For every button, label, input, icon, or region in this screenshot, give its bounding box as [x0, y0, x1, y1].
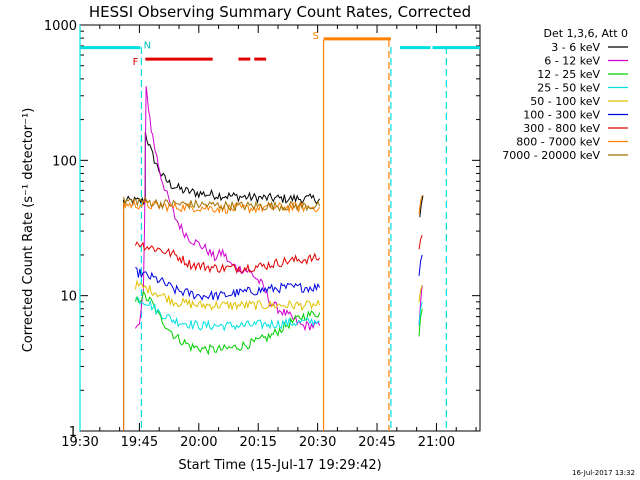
x-tick-label: 19:30 [61, 435, 98, 450]
series-line [134, 290, 321, 356]
marker-label: F [133, 57, 139, 68]
legend-entry-label: 50 - 100 keV [530, 95, 600, 108]
series-line [134, 241, 321, 275]
y-axis-label: Corrected Count Rate (s⁻¹ detector⁻¹) [21, 108, 36, 353]
plot-frame [79, 24, 481, 432]
series-line [134, 279, 321, 312]
series-7000-20000kev [123, 196, 321, 213]
series-100-300kev [135, 254, 423, 302]
x-tick-label: 21:00 [418, 435, 455, 450]
series-line [135, 266, 321, 302]
y-tick-label: 1000 [44, 19, 77, 34]
series-line [123, 131, 321, 431]
x-axis-label: Start Time (15-Jul-17 19:29:42) [178, 458, 381, 473]
chart-title: HESSI Observing Summary Count Rates, Cor… [89, 3, 471, 21]
legend-header: Det 1,3,6, Att 0 [544, 27, 628, 40]
x-tick-label: 19:45 [121, 435, 158, 450]
series-line [123, 196, 321, 213]
legend-entry-label: 6 - 12 keV [544, 55, 600, 68]
series-12-25kev [134, 290, 423, 356]
x-tick-label: 20:45 [358, 435, 395, 450]
legend-entry-label: 300 - 800 keV [523, 122, 600, 135]
series-25-50kev [135, 297, 423, 332]
legend-entry-label: 800 - 7000 keV [516, 136, 600, 149]
series-line [123, 199, 321, 431]
legend-entry-label: 25 - 50 keV [537, 82, 600, 95]
series-line [418, 235, 423, 250]
series-line [418, 284, 423, 302]
series-line [418, 301, 423, 326]
series-line [418, 308, 423, 337]
x-tick-label: 20:00 [180, 435, 217, 450]
marker-label: N [144, 40, 151, 51]
series-300-800kev [134, 235, 423, 275]
legend-entry-label: 3 - 6 keV [551, 41, 600, 54]
series-50-100kev [134, 279, 423, 312]
series-800-7000kev [123, 195, 423, 431]
x-tick-label: 20:15 [239, 435, 276, 450]
legend-entry-label: 12 - 25 keV [537, 68, 600, 81]
y-tick-label: 1 [69, 425, 77, 440]
series-line [135, 297, 320, 332]
series-line [419, 195, 424, 218]
marker-label: S [312, 31, 318, 42]
series-line [418, 254, 423, 276]
x-tick-label: 20:30 [299, 435, 336, 450]
footer-timestamp: 16-Jul-2017 13:32 [572, 469, 635, 477]
y-tick-label: 100 [52, 154, 77, 169]
series-line [418, 195, 423, 215]
series-line [134, 86, 321, 332]
y-tick-label: 10 [60, 290, 77, 305]
legend-entry-label: 100 - 300 keV [523, 109, 600, 122]
legend-entry-label: 7000 - 20000 keV [502, 149, 600, 162]
series-3-6kev [123, 131, 424, 431]
